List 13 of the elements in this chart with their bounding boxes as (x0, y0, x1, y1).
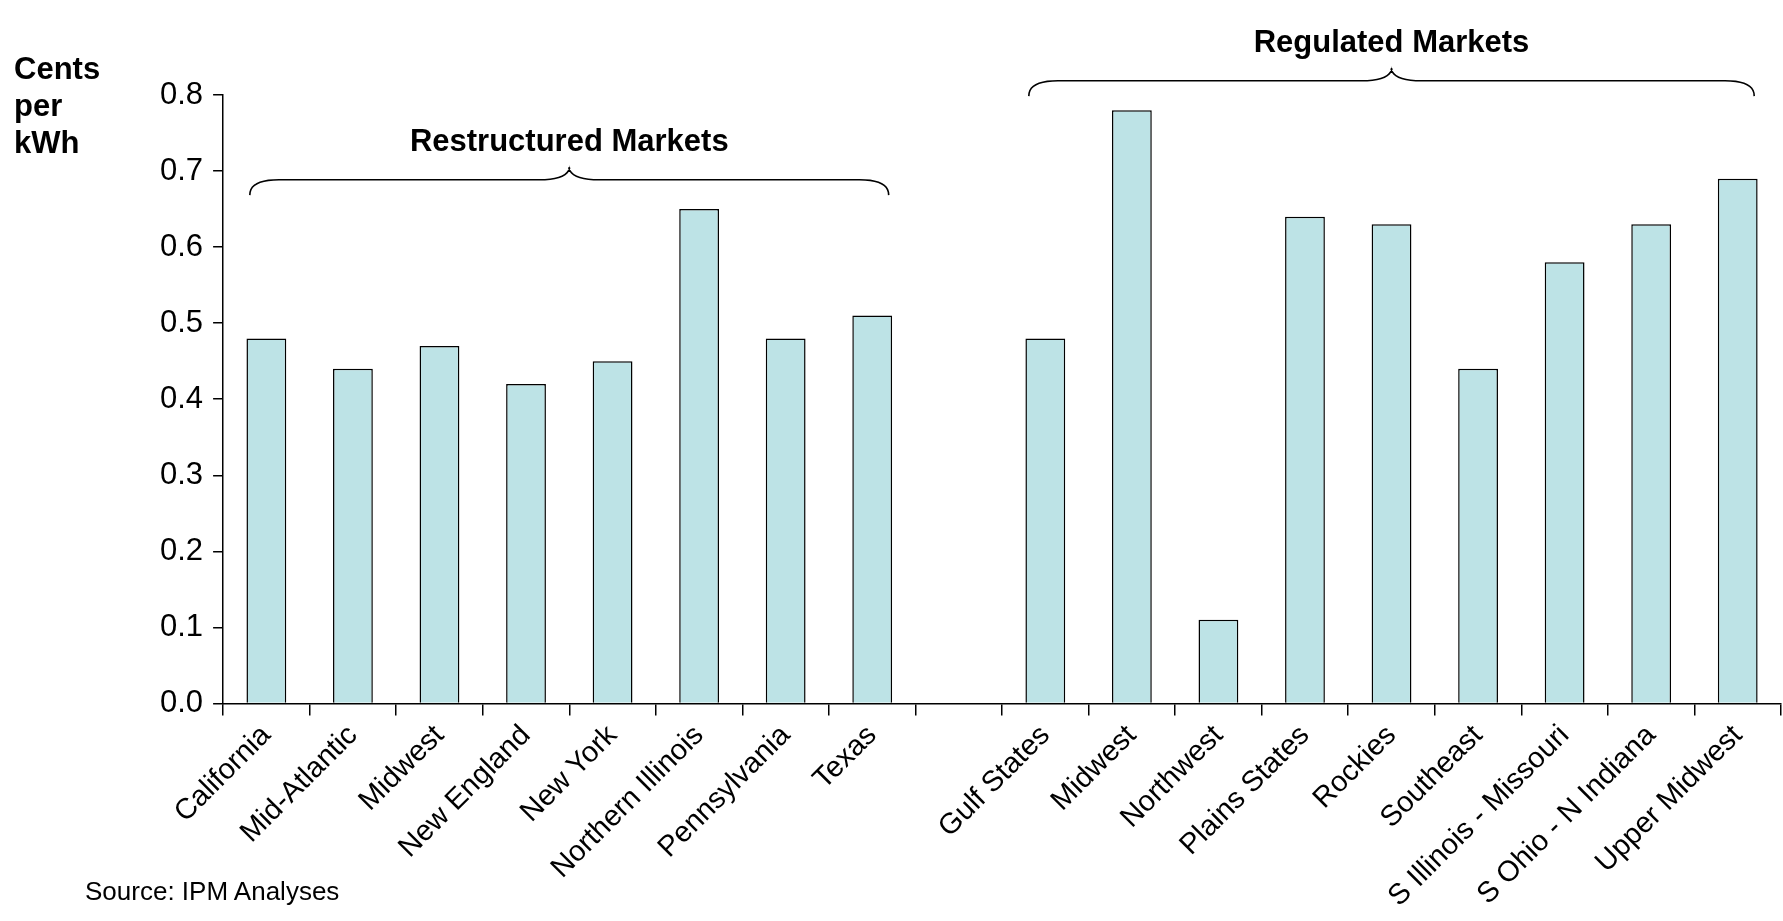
annotation: Restructured Markets (409, 123, 729, 160)
y-tick-label: 0.8 (159, 75, 204, 111)
y-tick-label: 0.7 (159, 151, 204, 187)
y-tick-label: 0.4 (159, 379, 204, 415)
y-tick-label: 0.6 (159, 227, 204, 263)
y-tick-label: 0.3 (159, 455, 204, 491)
text: Regulated Markets (1253, 24, 1530, 61)
y-tick-label: 0.0 (159, 684, 204, 720)
y-tick-label: 0.2 (159, 531, 204, 567)
y-tick-label: 0.5 (159, 303, 204, 339)
y-tick-label: 0.1 (159, 607, 204, 643)
source-note: Source: IPM Analyses (85, 876, 340, 907)
y-axis-title: Cents per kWh (14, 50, 102, 161)
